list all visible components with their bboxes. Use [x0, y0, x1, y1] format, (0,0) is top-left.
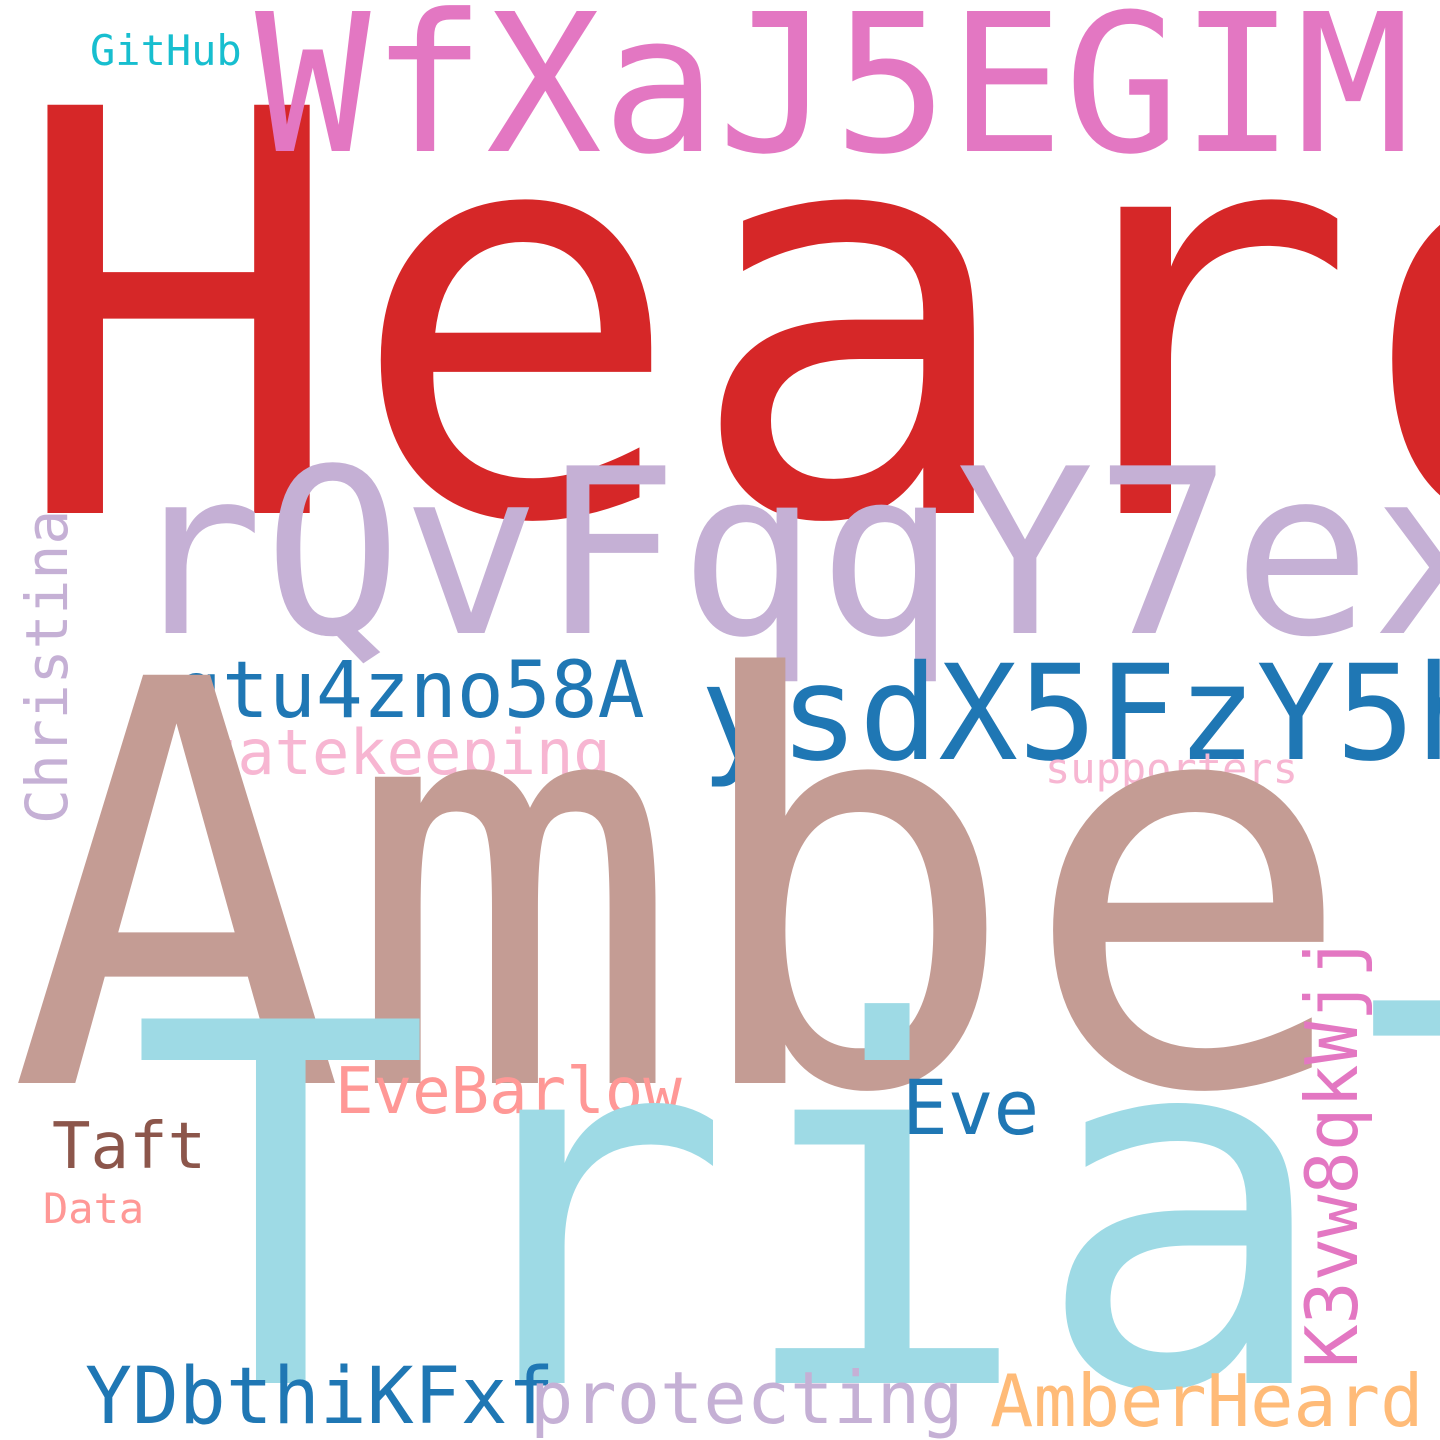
word-taft: Taft	[52, 1110, 207, 1184]
word-wfxaj5egim: WfXaJ5EGIM	[255, 0, 1411, 197]
word-gatekeeping: gatekeeping	[200, 716, 611, 789]
word-github: GitHub	[90, 26, 242, 75]
word-ydbthikfxf: YDbthiKFxf	[85, 1352, 555, 1440]
word-protecting: protecting	[530, 1356, 964, 1440]
word-rqvfqqy7ex: rQvFqqY7ex	[125, 421, 1440, 688]
word-data: Data	[43, 1184, 145, 1233]
word-supporters: supporters	[1045, 744, 1298, 793]
word-ysdx5fzy5h: ysdX5FzY5h	[700, 637, 1440, 791]
word-evebarlow: EveBarlow	[335, 1055, 682, 1129]
word-heard: Heard	[10, 0, 1440, 646]
word-amber: Amber	[8, 564, 1440, 1216]
word-amberheard: AmberHeard	[990, 1359, 1424, 1440]
word-gtu4zno58a: gtu4zno58A	[175, 646, 645, 736]
word-trial: Trial	[130, 919, 1440, 1440]
word-eve: Eve	[902, 1063, 1040, 1152]
